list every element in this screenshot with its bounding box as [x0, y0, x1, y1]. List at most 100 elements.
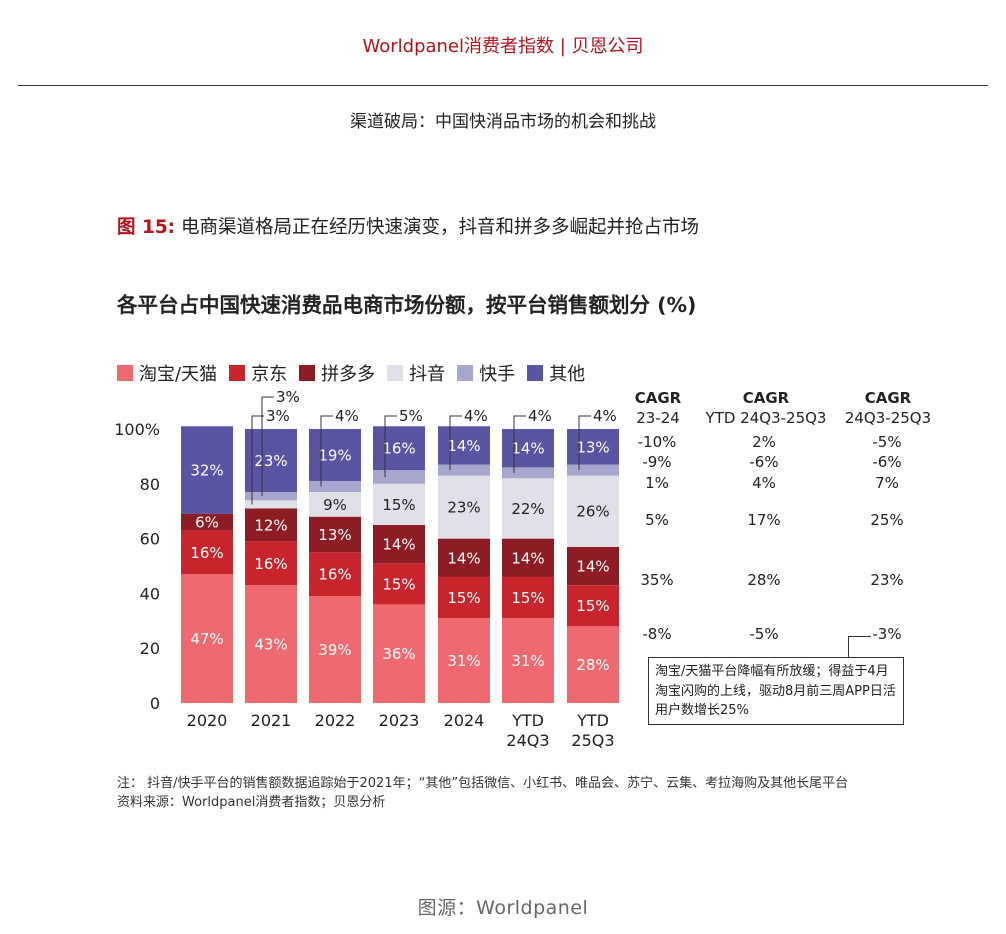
bar-segment-kuaishou [502, 467, 554, 479]
bar-segment-douyin [502, 478, 554, 539]
cagr-value: -9% [642, 453, 672, 471]
y-tick-label: 40 [140, 584, 160, 603]
bar-segment-douyin [373, 483, 425, 525]
cagr-value: -10% [637, 433, 677, 451]
y-tick-label: 20 [140, 639, 160, 658]
x-tick-label: YTD [576, 711, 609, 730]
cagr-value: -3% [872, 625, 902, 643]
header-divider [18, 85, 988, 86]
callout-label-douyin: 3% [266, 407, 290, 425]
cagr-header-2-subtitle: YTD 24Q3-25Q3 [705, 409, 827, 427]
legend-item-pdd: 拼多多 [299, 360, 375, 386]
cagr-value: -8% [642, 625, 672, 643]
legend-swatch-douyin [387, 365, 404, 381]
x-tick-label: 2020 [187, 711, 228, 730]
cagr-value: 5% [645, 511, 669, 529]
callout-label-kuaishou-leader [384, 415, 397, 477]
data-label-pdd: 14% [576, 558, 609, 576]
bar-segment-other [502, 429, 554, 468]
data-label-pdd: 13% [318, 526, 351, 544]
bar-segment-other [438, 426, 490, 465]
bar-segment-other [245, 429, 297, 493]
callout-label-kuaishou: 4% [335, 407, 359, 425]
data-label-pdd: 14% [511, 549, 544, 567]
x-tick-label: 2023 [379, 711, 420, 730]
legend-swatch-pdd [299, 365, 316, 381]
legend-item-jd: 京东 [229, 360, 287, 386]
data-label-taobao: 39% [318, 641, 351, 659]
data-label-taobao: 36% [382, 645, 415, 663]
data-label-other: 14% [511, 440, 544, 458]
legend-label-jd: 京东 [251, 364, 288, 385]
footnote: 注： 抖音/快手平台的销售额数据追踪始于2021年；“其他”包括微信、小红书、唯… [117, 774, 947, 812]
data-label-jd: 16% [190, 544, 223, 562]
cagr-value: 2% [752, 433, 776, 451]
bar-segment-pdd [245, 508, 297, 542]
legend-item-douyin: 抖音 [387, 360, 445, 386]
data-label-douyin: 26% [576, 503, 609, 521]
cagr-value: 25% [870, 511, 904, 529]
bar-segment-pdd [373, 524, 425, 564]
callout-label-kuaishou-leader [513, 415, 526, 473]
data-label-taobao: 31% [511, 652, 544, 670]
bar-segment-jd [309, 552, 361, 597]
bar-segment-taobao [309, 596, 361, 703]
x-tick-label: 24Q3 [506, 731, 549, 750]
x-tick-label: YTD [511, 711, 544, 730]
data-label-other: 32% [190, 462, 223, 480]
y-tick-label: 100% [114, 420, 160, 439]
bar-segment-taobao [181, 574, 233, 703]
bar-segment-jd [373, 563, 425, 605]
cagr-value: 1% [645, 474, 669, 492]
callout-label-kuaishou-leader [578, 415, 591, 471]
data-label-other: 16% [382, 440, 415, 458]
bar-segment-taobao [567, 626, 619, 703]
figure-number: 图 15: [117, 217, 176, 238]
legend-item-kuaishou: 快手 [457, 360, 515, 386]
y-tick-label: 80 [140, 475, 160, 494]
data-label-douyin: 22% [511, 500, 544, 518]
figure-caption: 图 15: 电商渠道格局正在经历快速演变，抖音和拼多多崛起并抢占市场 [117, 213, 699, 239]
callout-label-kuaishou: 4% [464, 407, 488, 425]
data-label-douyin: 23% [447, 499, 480, 517]
document-title: 渠道破局：中国快消品市场的机会和挑战 [350, 112, 656, 132]
legend-swatch-kuaishou [457, 365, 474, 381]
x-tick-label: 25Q3 [571, 731, 614, 750]
data-label-douyin: 9% [323, 496, 347, 514]
cagr-header-3-subtitle: 24Q3-25Q3 [844, 409, 932, 427]
bar-segment-other [309, 429, 361, 482]
bar-segment-kuaishou [309, 481, 361, 493]
legend-label-douyin: 抖音 [409, 364, 446, 385]
legend-label-other: 其他 [549, 364, 586, 385]
chart-legend: 淘宝/天猫 京东 拼多多 抖音 快手 其他 [117, 360, 597, 386]
bar-segment-other [373, 426, 425, 471]
bar-segment-pdd [438, 538, 490, 577]
bar-segment-jd [438, 576, 490, 619]
callout-label-kuaishou-leader [320, 415, 333, 487]
data-label-other: 23% [254, 452, 287, 470]
data-label-jd: 15% [447, 589, 480, 607]
bar-segment-taobao [438, 618, 490, 703]
callout-label-kuaishou: 3% [276, 388, 300, 406]
legend-label-kuaishou: 快手 [479, 364, 516, 385]
data-label-jd: 15% [511, 589, 544, 607]
chart-title: 各平台占中国快速消费品电商市场份额，按平台销售额划分 (%) [117, 293, 697, 317]
x-tick-label: 2021 [251, 711, 292, 730]
data-label-pdd: 14% [382, 536, 415, 554]
bar-segment-kuaishou [567, 464, 619, 476]
data-label-taobao: 43% [254, 636, 287, 654]
legend-label-taobao: 淘宝/天猫 [139, 364, 218, 385]
figure-caption-text: 电商渠道格局正在经历快速演变，抖音和拼多多崛起并抢占市场 [180, 217, 699, 238]
cagr-value: 28% [747, 571, 781, 589]
legend-item-taobao: 淘宝/天猫 [117, 360, 217, 386]
header-brand: Worldpanel消费者指数 | 贝恩公司 [362, 36, 644, 57]
data-label-taobao: 31% [447, 652, 480, 670]
annotation-leader-line [848, 636, 871, 658]
data-label-jd: 16% [318, 566, 351, 584]
bar-segment-jd [245, 541, 297, 586]
bar-segment-pdd [502, 538, 554, 577]
data-label-other: 13% [576, 438, 609, 456]
bar-segment-pdd [567, 546, 619, 586]
bar-segment-kuaishou [438, 464, 490, 476]
